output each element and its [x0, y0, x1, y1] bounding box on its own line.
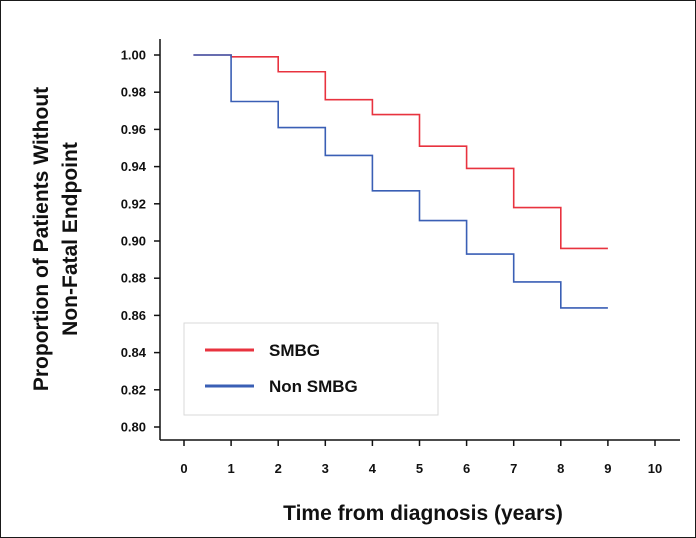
- legend: SMBG Non SMBG: [183, 322, 439, 416]
- series-line-smbg: [193, 54, 608, 250]
- x-axis-title: Time from diagnosis (years): [283, 502, 563, 525]
- x-tick-label-9: 9: [604, 461, 611, 476]
- x-tick-label-7: 7: [510, 461, 517, 476]
- y-tick-label-10: 0.80: [121, 420, 146, 435]
- y-ticks: 1.00 0.98 0.96 0.94 0.92 0.90 0.88 0.86 0.84 0.82…: [121, 48, 160, 435]
- x-tick-label-5: 5: [416, 461, 423, 476]
- y-tick-label-9: 0.82: [121, 382, 146, 397]
- x-tick-label-3: 3: [322, 461, 329, 476]
- y-axis-title-line2: Non-Fatal Endpoint: [59, 142, 82, 336]
- y-tick-label-3: 0.94: [121, 159, 147, 174]
- series-lines: [193, 54, 608, 309]
- x-tick-label-0: 0: [180, 461, 187, 476]
- x-tick-label-2: 2: [275, 461, 282, 476]
- legend-label-non-smbg: Non SMBG: [269, 377, 358, 396]
- y-tick-label-8: 0.84: [121, 345, 147, 360]
- legend-label-smbg: SMBG: [269, 341, 320, 360]
- series-line-non-smbg: [193, 54, 608, 309]
- x-ticks: 0 1 2 3 4 5 6 7 8 9 10: [180, 440, 662, 476]
- y-tick-label-2: 0.96: [121, 122, 146, 137]
- y-tick-label-0: 1.00: [121, 48, 146, 63]
- y-tick-label-5: 0.90: [121, 234, 146, 249]
- legend-box: [183, 322, 439, 416]
- y-axis-title-line1: Proportion of Patients Without: [30, 87, 53, 391]
- x-tick-label-10: 10: [648, 461, 662, 476]
- y-tick-label-6: 0.88: [121, 271, 146, 286]
- x-tick-label-8: 8: [557, 461, 564, 476]
- x-tick-label-1: 1: [227, 461, 234, 476]
- y-tick-label-4: 0.92: [121, 196, 146, 211]
- x-tick-label-6: 6: [463, 461, 470, 476]
- y-tick-label-7: 0.86: [121, 308, 146, 323]
- x-tick-label-4: 4: [369, 461, 377, 476]
- y-tick-label-1: 0.98: [121, 85, 146, 100]
